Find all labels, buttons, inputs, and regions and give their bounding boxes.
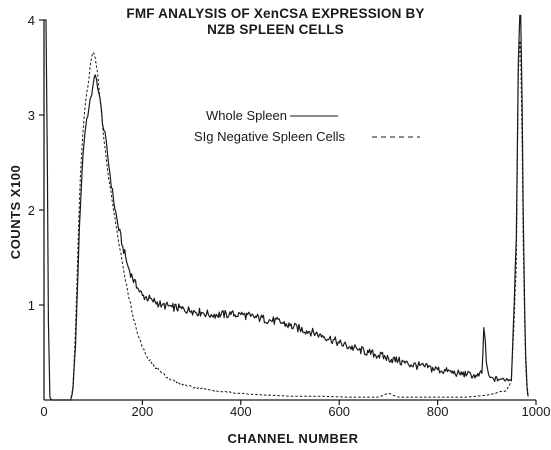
series-line-sig-negative xyxy=(68,40,529,401)
axes-group xyxy=(43,20,536,401)
x-tick-label: 800 xyxy=(427,404,449,419)
x-tick-label: 0 xyxy=(40,404,47,419)
legend-entry-label: Whole Spleen xyxy=(206,108,287,123)
x-tick-label: 1000 xyxy=(522,404,551,419)
x-axis-label: CHANNEL NUMBER xyxy=(228,431,359,446)
chart-title-line2: NZB SPLEEN CELLS xyxy=(207,22,344,37)
x-tick-label: 400 xyxy=(230,404,252,419)
x-tick-label: 200 xyxy=(132,404,154,419)
legend-entry-label: SIg Negative Spleen Cells xyxy=(194,129,346,144)
legend: Whole Spleen SIg Negative Spleen Cells xyxy=(194,108,420,144)
series-group xyxy=(44,14,529,401)
x-tick-label: 600 xyxy=(328,404,350,419)
y-tick-label: 2 xyxy=(28,203,35,218)
y-axis-label: COUNTS X100 xyxy=(8,165,23,259)
y-tick-label: 1 xyxy=(28,298,35,313)
y-tick-label: 3 xyxy=(28,108,35,123)
chart-title-line1: FMF ANALYSIS OF XenCSA EXPRESSION BY xyxy=(126,6,425,21)
ticks-group: 0 200 400 600 800 1000 1 2 3 4 xyxy=(28,13,551,419)
series-line-whole-spleen xyxy=(44,14,529,401)
y-tick-label: 4 xyxy=(28,13,35,28)
